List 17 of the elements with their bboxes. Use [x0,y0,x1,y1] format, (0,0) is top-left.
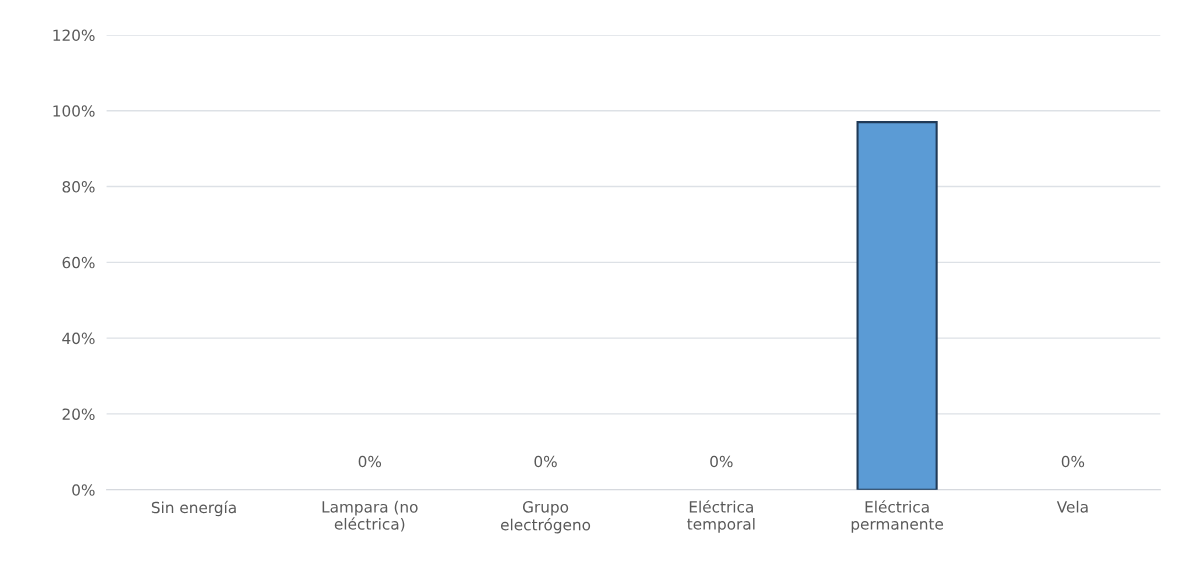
x-tick-label: Eléctrica temporal [687,500,755,533]
x-tick-label: Sin energía [151,500,236,517]
y-tick-label: 120% [53,29,95,41]
data-label: 0% [358,455,382,468]
y-tick-label: 100% [53,105,95,117]
data-label: 0% [534,455,557,468]
x-tick-label: Grupo electrógeno [500,501,591,534]
y-tick-label: 40% [62,332,95,345]
x-tick-label: Vela [1056,500,1088,513]
data-label: 0% [710,455,733,468]
y-tick-label: 20% [62,408,95,420]
y-tick-label: 0% [72,484,95,496]
x-tick-label: Lampara (no eléctrica) [322,500,418,532]
data-label: 0% [1061,455,1085,468]
y-tick-label: 80% [62,181,95,193]
x-tick-label: Eléctrica permanente [851,500,944,533]
y-tick-label: 60% [62,256,95,269]
